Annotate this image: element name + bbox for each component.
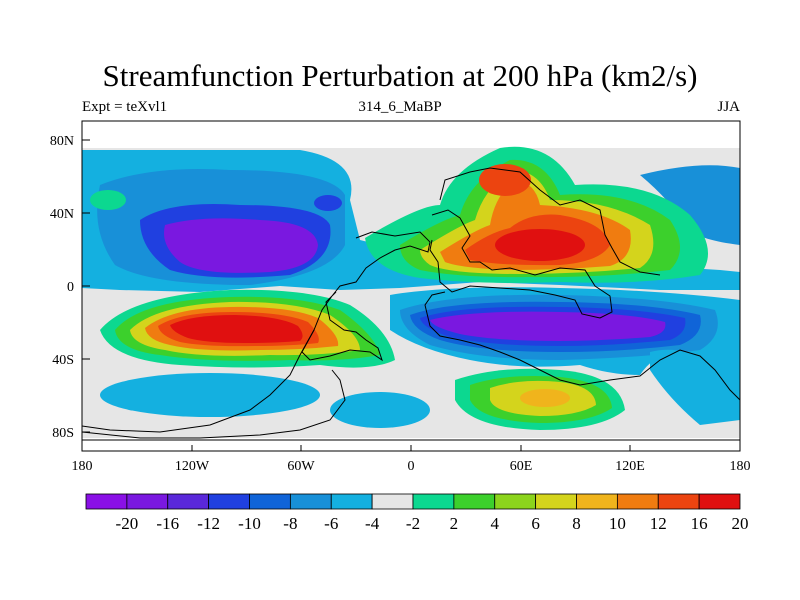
y-tick-label: 0	[67, 280, 74, 295]
contour-field	[82, 146, 740, 441]
coastline-north-america	[301, 231, 431, 362]
east-south-negative	[650, 349, 740, 425]
x-tick-label: 180	[730, 459, 751, 474]
southern-ocean-high-peak	[520, 389, 570, 407]
y-tick-label: 80S	[52, 426, 74, 441]
colorbar-label: 2	[450, 514, 459, 533]
y-tick-label: 40S	[52, 353, 74, 368]
colorbar-label: -4	[365, 514, 380, 533]
colorbar-swatch	[535, 493, 577, 510]
colorbar-label: 8	[572, 514, 581, 533]
y-tick-label: 80N	[50, 134, 74, 149]
coastline-africa	[429, 209, 613, 319]
asian-high-core	[495, 229, 585, 261]
x-axis: 180 120W 60W 0 60E 120E 180	[72, 445, 751, 474]
colorbar-swatch	[330, 493, 373, 510]
x-tick-label: 60E	[510, 459, 533, 474]
colorbar-label: -6	[324, 514, 338, 533]
plot-title: Streamfunction Perturbation at 200 hPa (…	[102, 58, 698, 93]
colorbar-swatch	[698, 493, 741, 510]
season-label: JJA	[717, 99, 740, 115]
north-negative-small	[314, 195, 342, 211]
colorbar-swatch	[453, 493, 496, 510]
coastline-south-america	[82, 329, 315, 433]
coastlines	[82, 167, 740, 441]
colorbar-label: 6	[531, 514, 540, 533]
colorbar-label: 10	[609, 514, 626, 533]
colorbar-label: 4	[491, 514, 500, 533]
colorbar-label: -16	[156, 514, 179, 533]
x-tick-label: 0	[408, 459, 415, 474]
case-label: 314_6_MaBP	[358, 99, 442, 115]
experiment-label: Expt = teXvl1	[82, 99, 168, 115]
colorbar-swatch	[412, 493, 455, 510]
x-tick-label: 120E	[615, 459, 645, 474]
south-negative-core	[430, 311, 666, 341]
colorbar-swatch	[85, 493, 128, 510]
x-tick-label: 120W	[175, 459, 210, 474]
colorbar-swatch	[249, 493, 291, 510]
colorbar-swatch	[289, 493, 332, 510]
colorbar-label: -2	[406, 514, 420, 533]
colorbar-label: -20	[116, 514, 139, 533]
colorbar-label: -10	[238, 514, 261, 533]
colorbar-swatch	[167, 493, 210, 510]
coastline-antarctica	[82, 369, 346, 439]
colorbar: -20 -16 -12 -10 -8 -6 -4 -2 2 4 6 8 10 12 16 20	[85, 493, 749, 533]
coastline-antarctica-east	[424, 291, 740, 401]
colorbar-label: -8	[283, 514, 297, 533]
x-tick-label: 60W	[287, 459, 315, 474]
y-tick-label: 40N	[50, 207, 74, 222]
colorbar-swatch	[616, 493, 659, 510]
y-axis: 80N 40N 0 40S 80S	[50, 134, 90, 441]
coastline-eurasia	[439, 167, 661, 276]
x-tick-label: 180	[72, 459, 93, 474]
colorbar-swatch	[494, 493, 537, 510]
north-cyan-patch	[90, 190, 126, 210]
colorbar-swatch	[576, 493, 618, 510]
colorbar-label: 12	[650, 514, 667, 533]
north-negative-core	[164, 218, 318, 273]
colorbar-label: 16	[691, 514, 708, 533]
south-pacific-negative	[100, 373, 320, 417]
colorbar-swatch	[126, 493, 169, 510]
colorbar-label: -12	[197, 514, 220, 533]
colorbar-swatch	[657, 493, 700, 510]
colorbar-label: 20	[732, 514, 749, 533]
south-pacific-negative-2	[330, 392, 430, 428]
colorbar-swatch	[371, 493, 414, 510]
east-north-negative	[640, 165, 740, 245]
south-pacific-high-core	[170, 315, 303, 343]
colorbar-swatch	[208, 493, 250, 510]
